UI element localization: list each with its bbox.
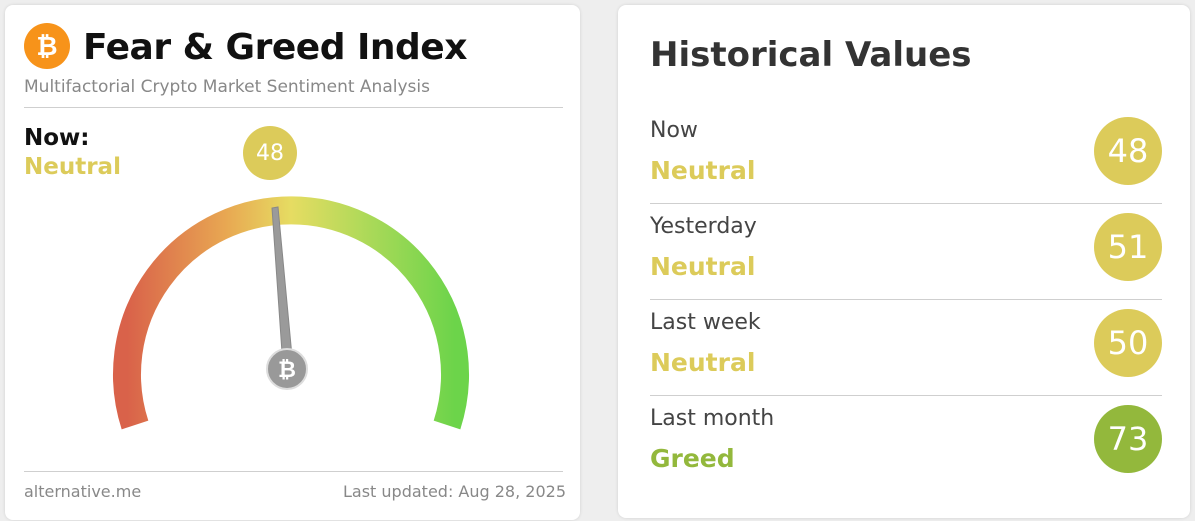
source[interactable]: alternative.me (24, 482, 142, 501)
row-classification: Neutral (650, 252, 756, 281)
row-divider (650, 299, 1162, 300)
title: Fear & Greed Index (83, 27, 467, 68)
now-label: Now: (24, 125, 90, 151)
gauge: ₿ (113, 196, 469, 430)
needle (271, 206, 294, 368)
row-label: Last month (650, 406, 775, 431)
needle-knob (266, 348, 308, 390)
divider (24, 471, 563, 472)
now-badge: 48 (243, 126, 297, 180)
svg-text:₿: ₿ (36, 32, 57, 62)
row-badge: 51 (1094, 213, 1162, 281)
history-card: Historical Values Now Neutral 48 Yesterday N… (618, 5, 1190, 518)
last-updated: Last updated: Aug 28, 2025 (343, 482, 566, 501)
row-badge: 50 (1094, 309, 1162, 377)
row-label: Now (650, 118, 698, 143)
row-divider (650, 395, 1162, 396)
gauge-arc (113, 196, 469, 430)
row-divider (650, 203, 1162, 204)
row-classification: Neutral (650, 156, 756, 185)
bitcoin-icon: ₿ (24, 23, 70, 69)
row-badge: 73 (1094, 405, 1162, 473)
row-classification: Greed (650, 444, 735, 473)
row-label: Yesterday (650, 214, 757, 239)
now-classification: Neutral (24, 154, 121, 180)
svg-text:₿: ₿ (278, 358, 296, 383)
row-badge: 48 (1094, 117, 1162, 185)
gauge-card: ₿ Fear & Greed Index Multifactorial Cryp… (5, 5, 580, 520)
divider (24, 107, 563, 108)
row-label: Last week (650, 310, 761, 335)
subtitle: Multifactorial Crypto Market Sentiment A… (24, 77, 430, 97)
row-classification: Neutral (650, 348, 756, 377)
history-title: Historical Values (650, 35, 972, 75)
